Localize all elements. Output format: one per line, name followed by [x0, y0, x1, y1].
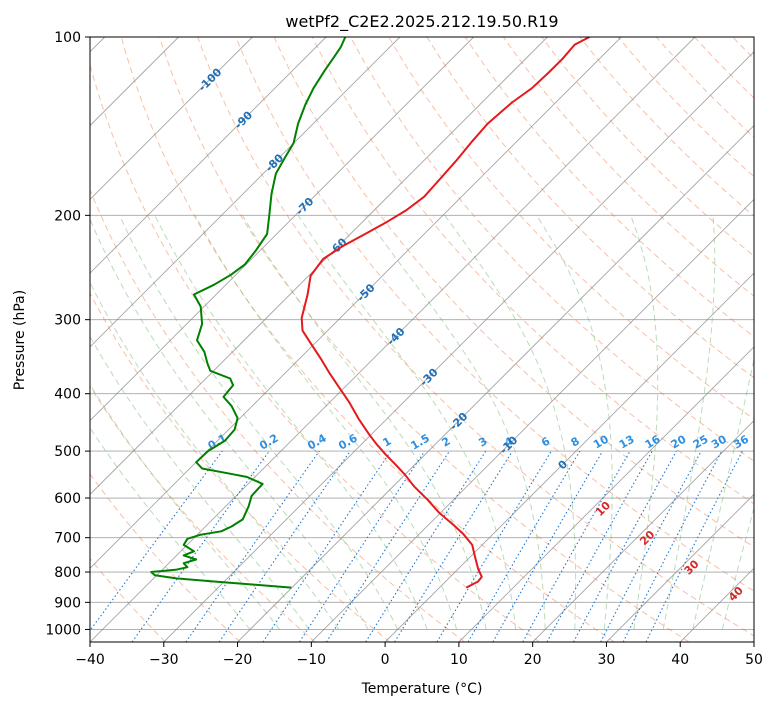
plot-area	[90, 37, 754, 642]
chart-title: wetPf2_C2E2.2025.212.19.50.R19	[285, 12, 558, 32]
mixing-ratio-line	[185, 450, 320, 642]
profile-series	[150, 37, 590, 589]
isotherm-line	[163, 51, 754, 642]
plot-frame	[89, 36, 755, 643]
dry-adiabat	[350, 37, 754, 462]
dewpoint-line	[150, 37, 347, 589]
y-tick-label: 1000	[45, 622, 81, 638]
dry-adiabat	[197, 37, 754, 637]
y-axis-title: Pressure (hPa)	[12, 290, 28, 390]
isotherm-line	[90, 37, 548, 496]
x-tick-label: 10	[450, 652, 468, 668]
x-tick-label: −10	[297, 652, 327, 668]
dry-adiabat	[90, 62, 540, 642]
x-tick-label: −40	[75, 652, 105, 668]
mixing-ratio-line	[645, 450, 743, 642]
mixing-ratio-line	[262, 450, 392, 642]
x-tick-label: 40	[671, 652, 689, 668]
dry-adiabat	[90, 292, 391, 642]
mixing-ratio-line	[573, 450, 677, 642]
dry-adiabat	[273, 37, 754, 548]
mixing-ratio-line	[394, 450, 513, 642]
y-tick-label: 900	[54, 595, 81, 611]
x-tick-label: 50	[745, 652, 763, 668]
moist-adiabat	[90, 281, 340, 630]
x-tick-label: −30	[149, 652, 179, 668]
y-tick-label: 800	[54, 565, 81, 581]
moist-adiabat	[119, 215, 399, 630]
y-tick-label: 200	[54, 208, 81, 224]
y-tick-label: 700	[54, 531, 81, 547]
dry-adiabat	[90, 473, 241, 642]
moist-adiabat	[90, 335, 310, 630]
temperature-line	[300, 37, 590, 589]
mixing-ratio-line	[218, 450, 351, 642]
isotherm-line	[532, 420, 754, 642]
mixing-ratio-line	[131, 450, 270, 642]
dry-adiabat	[311, 37, 754, 505]
isotherm-line	[90, 37, 401, 348]
isotherm-line	[90, 37, 253, 200]
dry-adiabat	[120, 37, 615, 642]
x-axis-title: Temperature (°C)	[361, 681, 483, 697]
y-tick-label: 500	[54, 444, 81, 460]
isotherm-line	[237, 124, 754, 642]
dry-adiabat	[235, 37, 754, 592]
dry-adiabat	[426, 37, 754, 379]
mixing-ratio-line	[299, 450, 426, 642]
y-tick-label: 400	[54, 387, 81, 403]
isotherm-line	[90, 37, 474, 422]
x-tick-label: −20	[223, 652, 253, 668]
mixing-ratio-line	[325, 450, 450, 642]
mixing-ratio-line	[546, 450, 653, 642]
isotherm-line	[458, 346, 754, 642]
y-tick-label: 300	[54, 313, 81, 329]
moist-adiabat	[242, 215, 487, 630]
background-lines	[90, 37, 754, 642]
isotherm-line	[606, 493, 754, 642]
x-axis: −40 −30 −20 −10 0 10 20 30 40 50	[75, 642, 763, 668]
x-tick-label: 20	[524, 652, 542, 668]
mixing-ratio-line	[90, 450, 223, 632]
mixing-ratio-line	[522, 450, 631, 642]
x-tick-label: 30	[598, 652, 616, 668]
dry-adiabat	[541, 37, 754, 257]
y-axis: 100 200 300 400 500 600 700 800 900 1000	[45, 30, 90, 638]
isotherm-line	[90, 37, 696, 642]
dry-adiabat	[90, 188, 465, 642]
dry-adiabat	[579, 37, 754, 217]
isotherm-line	[90, 37, 327, 274]
dry-adiabat	[655, 37, 754, 138]
dry-adiabat	[159, 37, 690, 642]
y-tick-label: 600	[54, 491, 81, 507]
isotherm-line	[90, 37, 622, 569]
y-tick-label: 100	[54, 30, 81, 46]
x-tick-label: 0	[381, 652, 390, 668]
isotherm-line	[311, 198, 754, 642]
isotherm-line	[384, 272, 754, 642]
